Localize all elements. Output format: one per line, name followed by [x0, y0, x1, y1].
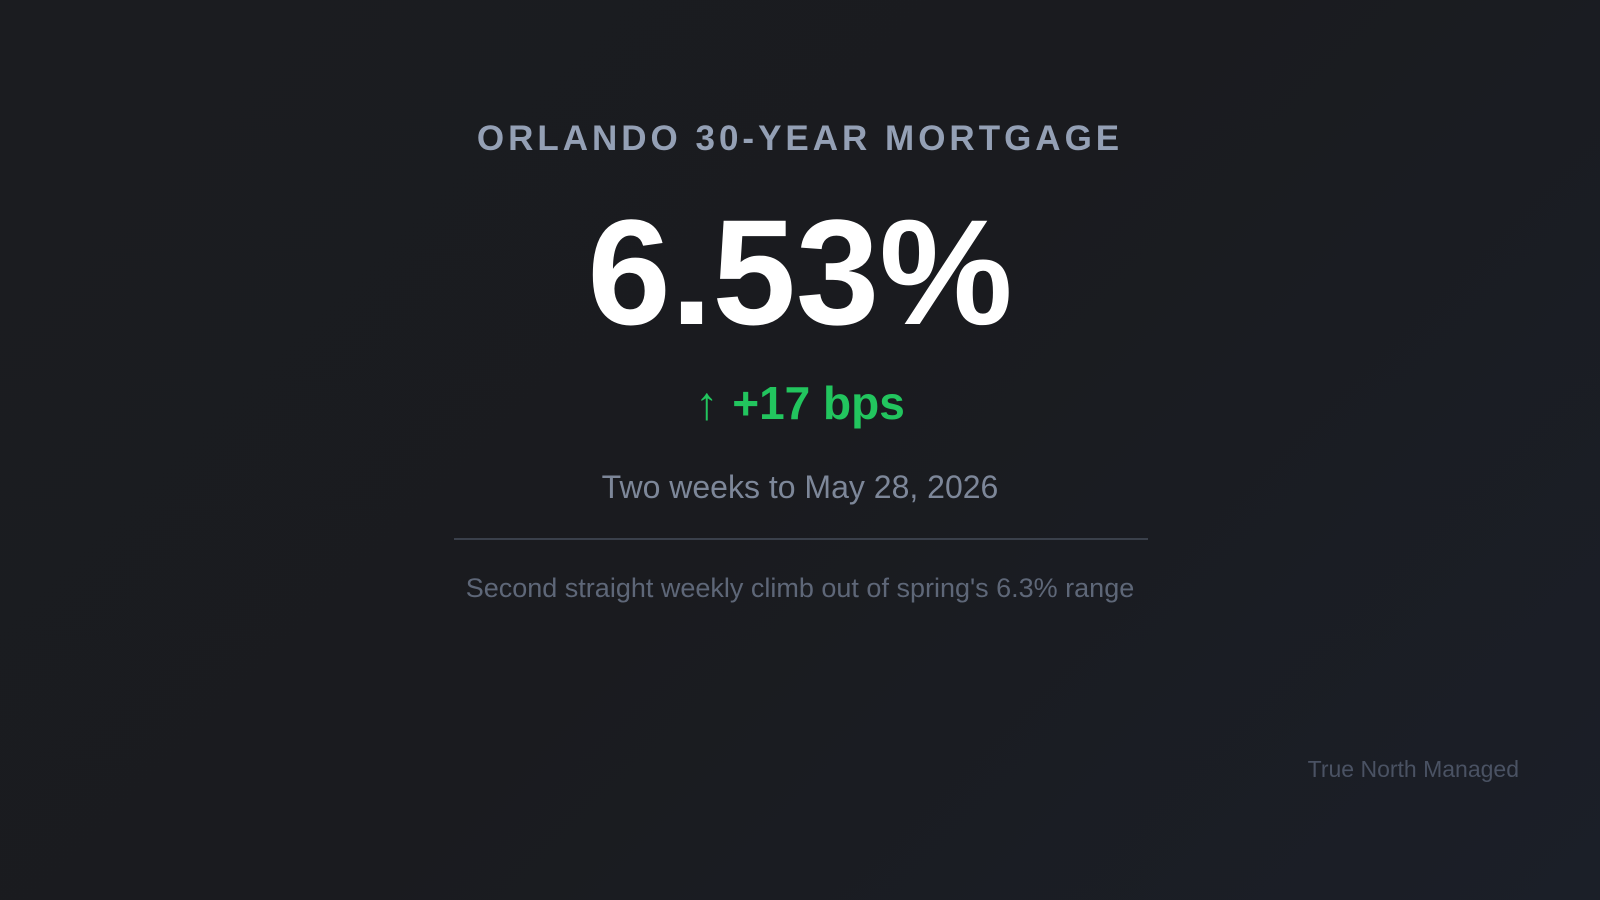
rate-value: 6.53%: [587, 188, 1013, 356]
note: Second straight weekly climb out of spri…: [465, 573, 1135, 603]
period: Two weeks to May 28, 2026: [601, 469, 999, 505]
change-arrow: ↑: [695, 377, 719, 429]
change: ↑ +17 bps: [0, 380, 1600, 426]
change-text: +17 bps: [732, 377, 905, 429]
title: ORLANDO 30-YEAR MORTGAGE: [476, 119, 1124, 158]
divider: [454, 538, 1148, 540]
footer: True North Managed: [1307, 756, 1519, 782]
